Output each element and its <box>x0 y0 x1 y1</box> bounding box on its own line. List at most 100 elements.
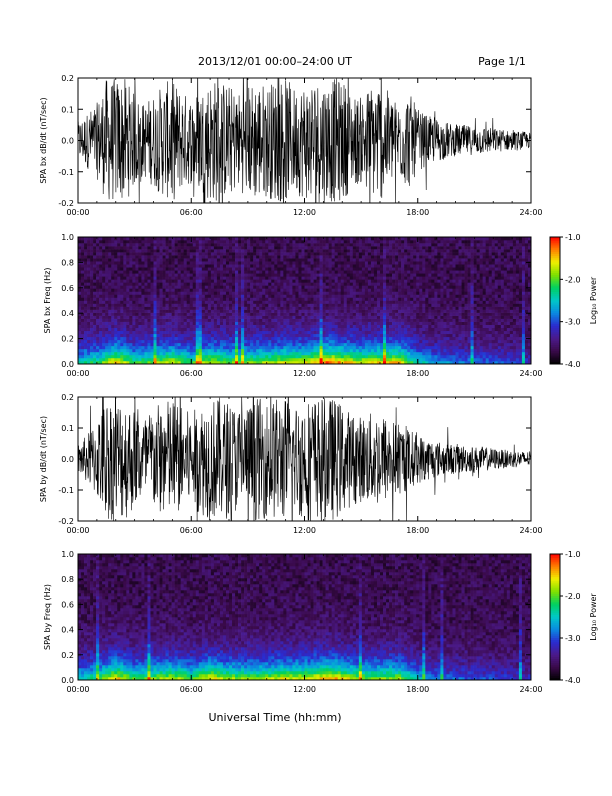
spectrogram-cell <box>238 279 241 282</box>
spectrogram-cell <box>280 249 283 252</box>
spectrogram-cell <box>365 328 368 331</box>
spectrogram-cell <box>81 279 84 282</box>
spectrogram-cell <box>90 273 93 276</box>
spectrogram-cell <box>392 349 395 352</box>
spectrogram-cell <box>205 249 208 252</box>
spectrogram-cell <box>295 310 298 313</box>
spectrogram-cell <box>108 355 111 358</box>
spectrogram-cell <box>172 252 175 255</box>
spectrogram-cell <box>253 285 256 288</box>
spectrogram-cell <box>422 285 425 288</box>
spectrogram-cell <box>196 252 199 255</box>
spectrogram-cell <box>320 240 323 243</box>
spectrogram-cell <box>214 282 217 285</box>
spectrogram-cell <box>144 252 147 255</box>
spectrogram-cell <box>404 261 407 264</box>
spectrogram-cell <box>419 288 422 291</box>
spectrogram-cell <box>410 267 413 270</box>
spectrogram-cell <box>428 319 431 322</box>
spectrogram-cell <box>413 304 416 307</box>
spectrogram-cell <box>359 307 362 310</box>
spectrogram-cell <box>425 270 428 273</box>
spectrogram-cell <box>428 358 431 361</box>
spectrogram-cell <box>320 307 323 310</box>
spectrogram-cell <box>132 240 135 243</box>
spectrogram-cell <box>295 358 298 361</box>
spectrogram-cell <box>178 355 181 358</box>
spectrogram-cell <box>235 334 238 337</box>
spectrogram-cell <box>223 249 226 252</box>
spectrogram-cell <box>353 285 356 288</box>
spectrogram-cell <box>410 279 413 282</box>
spectrogram-cell <box>347 343 350 346</box>
spectrogram-cell <box>256 316 259 319</box>
spectrogram-cell <box>353 249 356 252</box>
spectrogram-cell <box>157 264 160 267</box>
spectrogram-cell <box>368 325 371 328</box>
spectrogram-cell <box>208 270 211 273</box>
spectrogram-cell <box>404 297 407 300</box>
spectrogram-cell <box>392 352 395 355</box>
spectrogram-cell <box>268 304 271 307</box>
spectrogram-cell <box>410 340 413 343</box>
spectrogram-cell <box>419 294 422 297</box>
spectrogram-cell <box>320 304 323 307</box>
spectrogram-cell <box>87 255 90 258</box>
spectrogram-cell <box>160 322 163 325</box>
spectrogram-cell <box>93 343 96 346</box>
spectrogram-cell <box>280 331 283 334</box>
spectrogram-cell <box>250 282 253 285</box>
spectrogram-cell <box>371 355 374 358</box>
spectrogram-cell <box>292 270 295 273</box>
spectrogram-cell <box>301 316 304 319</box>
spectrogram-cell <box>160 337 163 340</box>
spectrogram-cell <box>238 307 241 310</box>
spectrogram-cell <box>132 328 135 331</box>
spectrogram-cell <box>184 328 187 331</box>
spectrogram-cell <box>359 313 362 316</box>
spectrogram-cell <box>413 279 416 282</box>
spectrogram-cell <box>401 264 404 267</box>
spectrogram-cell <box>238 352 241 355</box>
spectrogram-cell <box>184 352 187 355</box>
spectrogram-cell <box>220 267 223 270</box>
spectrogram-cell <box>123 346 126 349</box>
spectrogram-cell <box>298 358 301 361</box>
spectrogram-cell <box>166 325 169 328</box>
spectrogram-cell <box>410 334 413 337</box>
spectrogram-cell <box>247 331 250 334</box>
spectrogram-cell <box>286 322 289 325</box>
spectrogram-cell <box>404 282 407 285</box>
spectrogram-cell <box>93 240 96 243</box>
spectrogram-cell <box>419 297 422 300</box>
spectrogram-cell <box>295 346 298 349</box>
spectrogram-cell <box>341 313 344 316</box>
spectrogram-cell <box>326 282 329 285</box>
spectrogram-cell <box>129 288 132 291</box>
spectrogram-cell <box>338 304 341 307</box>
spectrogram-cell <box>129 346 132 349</box>
spectrogram-cell <box>428 307 431 310</box>
spectrogram-cell <box>96 328 99 331</box>
spectrogram-cell <box>311 313 314 316</box>
spectrogram-cell <box>380 264 383 267</box>
spectrogram-cell <box>359 291 362 294</box>
spectrogram-cell <box>323 252 326 255</box>
spectrogram-cell <box>380 270 383 273</box>
spectrogram-cell <box>347 273 350 276</box>
spectrogram-cell <box>193 304 196 307</box>
spectrogram-cell <box>105 291 108 294</box>
spectrogram-cell <box>160 282 163 285</box>
spectrogram-cell <box>87 282 90 285</box>
spectrogram-cell <box>205 319 208 322</box>
spectrogram-cell <box>114 291 117 294</box>
spectrogram-cell <box>301 252 304 255</box>
spectrogram-cell <box>419 270 422 273</box>
spectrogram-cell <box>150 276 153 279</box>
spectrogram-cell <box>87 294 90 297</box>
spectrogram-cell <box>398 319 401 322</box>
spectrogram-cell <box>181 331 184 334</box>
spectrogram-cell <box>410 322 413 325</box>
spectrogram-cell <box>265 270 268 273</box>
spectrogram-cell <box>190 352 193 355</box>
